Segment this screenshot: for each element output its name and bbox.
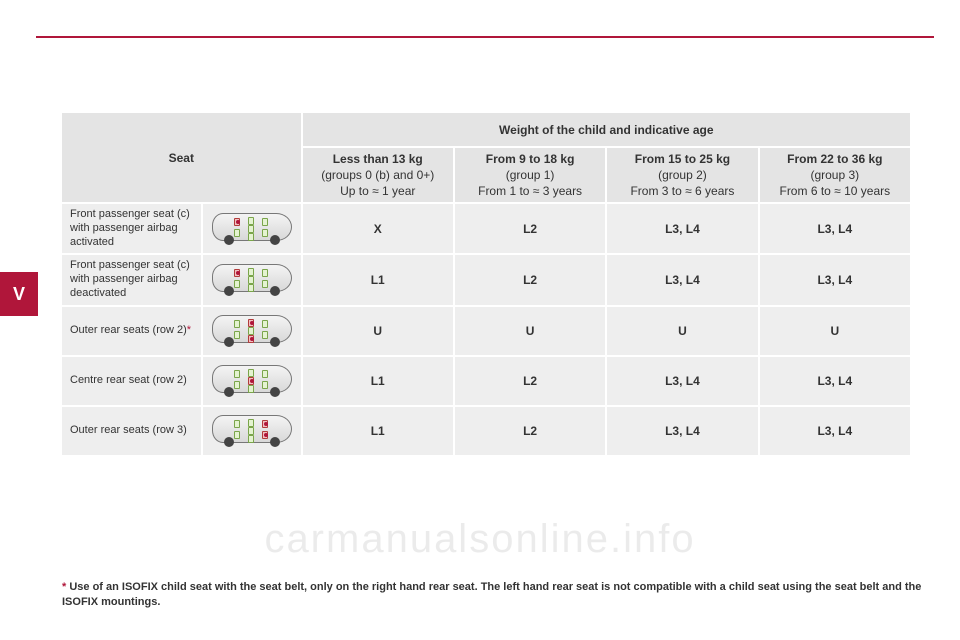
row-icon	[202, 203, 302, 254]
car-icon	[210, 313, 294, 349]
row-value: U	[302, 306, 454, 356]
car-icon	[210, 363, 294, 399]
row-icon	[202, 406, 302, 456]
weight-header: Weight of the child and indicative age	[499, 123, 713, 137]
row-value: L2	[454, 203, 606, 254]
row-value: U	[606, 306, 758, 356]
row-value: L3, L4	[606, 203, 758, 254]
row-value: L3, L4	[606, 406, 758, 456]
row-icon	[202, 356, 302, 406]
col3-l2: From 3 to ≈ 6 years	[630, 184, 734, 198]
row-value: L3, L4	[759, 254, 911, 305]
footnote: * Use of an ISOFIX child seat with the s…	[62, 580, 932, 610]
row-value: X	[302, 203, 454, 254]
row-label: Outer rear seats (row 2)*	[62, 306, 202, 356]
table-row: Centre rear seat (row 2)L1L2L3, L4L3, L4	[62, 356, 911, 406]
car-icon	[210, 413, 294, 449]
row-label: Front passenger seat (c) with passenger …	[62, 203, 202, 254]
table-row: Front passenger seat (c) with passenger …	[62, 254, 911, 305]
car-icon	[210, 211, 294, 247]
row-value: U	[454, 306, 606, 356]
row-value: L1	[302, 254, 454, 305]
col1-bold: Less than 13 kg	[333, 152, 423, 166]
col2-bold: From 9 to 18 kg	[486, 152, 575, 166]
row-value: L3, L4	[606, 356, 758, 406]
row-label: Front passenger seat (c) with passenger …	[62, 254, 202, 305]
col3-bold: From 15 to 25 kg	[635, 152, 730, 166]
row-value: L3, L4	[759, 406, 911, 456]
row-value: L1	[302, 406, 454, 456]
col1-l2: Up to ≈ 1 year	[340, 184, 415, 198]
row-value: L2	[454, 254, 606, 305]
footnote-text: Use of an ISOFIX child seat with the sea…	[62, 581, 921, 608]
seat-header: Seat	[169, 151, 194, 165]
seat-table: Seat Weight of the child and indicative …	[62, 113, 912, 457]
table-row: Outer rear seats (row 3)L1L2L3, L4L3, L4	[62, 406, 911, 456]
row-label: Centre rear seat (row 2)	[62, 356, 202, 406]
car-icon	[210, 262, 294, 298]
row-value: L3, L4	[759, 203, 911, 254]
row-value: L2	[454, 356, 606, 406]
row-value: U	[759, 306, 911, 356]
row-value: L2	[454, 406, 606, 456]
col2-l2: From 1 to ≈ 3 years	[478, 184, 582, 198]
star-icon: *	[187, 324, 191, 336]
col3-l1: (group 2)	[658, 168, 707, 182]
col1-l1: (groups 0 (b) and 0+)	[321, 168, 434, 182]
table-row: Front passenger seat (c) with passenger …	[62, 203, 911, 254]
row-icon	[202, 254, 302, 305]
row-value: L3, L4	[606, 254, 758, 305]
row-value: L1	[302, 356, 454, 406]
section-tab: V	[0, 272, 38, 316]
table-row: Outer rear seats (row 2)*UUUU	[62, 306, 911, 356]
row-label: Outer rear seats (row 3)	[62, 406, 202, 456]
row-value: L3, L4	[759, 356, 911, 406]
col4-l2: From 6 to ≈ 10 years	[779, 184, 890, 198]
col2-l1: (group 1)	[506, 168, 555, 182]
watermark: carmanualsonline.info	[264, 517, 695, 562]
row-icon	[202, 306, 302, 356]
col4-l1: (group 3)	[810, 168, 859, 182]
top-divider	[36, 36, 934, 38]
col4-bold: From 22 to 36 kg	[787, 152, 882, 166]
